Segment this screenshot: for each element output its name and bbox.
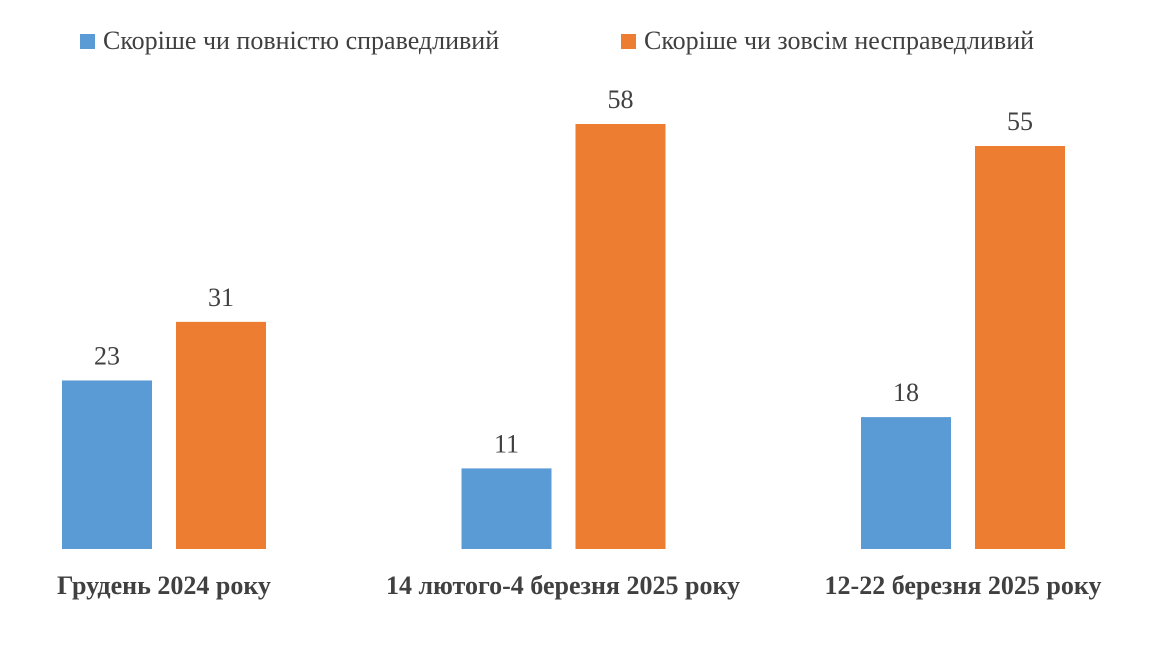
legend: Скоріше чи повністю справедливий Скоріше… — [0, 26, 1164, 62]
legend-swatch-orange — [621, 33, 636, 49]
data-label: 11 — [494, 429, 519, 458]
legend-item-unfair: Скоріше чи зовсім несправедливий — [621, 26, 1034, 56]
legend-item-fair: Скоріше чи повністю справедливий — [80, 26, 499, 56]
data-label: 18 — [893, 378, 919, 407]
data-label: 23 — [94, 341, 120, 370]
category-label: Грудень 2024 року — [57, 571, 271, 600]
data-label: 31 — [208, 283, 234, 312]
legend-label: Скоріше чи зовсім несправедливий — [644, 26, 1035, 55]
bar-fair — [861, 417, 951, 549]
data-label: 55 — [1007, 107, 1033, 136]
bar-unfair — [575, 124, 666, 549]
bar-unfair — [975, 145, 1065, 549]
bar-fair — [461, 468, 552, 549]
category-label: 12-22 березня 2025 року — [824, 571, 1102, 600]
legend-swatch-blue — [80, 33, 95, 49]
data-label: 58 — [608, 85, 634, 114]
category-label: 14 лютого-4 березня 2025 року — [385, 571, 741, 600]
bar-unfair — [176, 321, 266, 549]
bar-fair — [62, 380, 152, 549]
legend-label: Скоріше чи повністю справедливий — [103, 26, 500, 55]
